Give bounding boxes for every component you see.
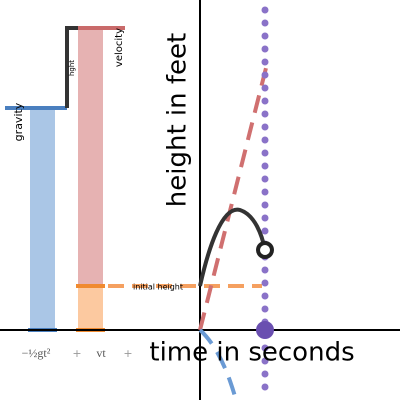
velocity-bar	[78, 28, 103, 286]
current-point[interactable]	[256, 241, 274, 259]
velocity-line	[198, 59, 270, 331]
velocity-label: velocity	[114, 28, 125, 67]
formula-term: −½gt²	[22, 346, 51, 360]
initial-height-label: initial height	[133, 283, 183, 292]
formula-term: vt	[96, 346, 106, 360]
gravity-curve	[198, 328, 238, 400]
trajectory	[198, 207, 267, 287]
formula-term: +	[72, 347, 81, 360]
gravity-bar	[30, 108, 55, 330]
time-point[interactable]	[256, 321, 274, 339]
height-bar	[78, 286, 103, 330]
gravity-label: gravity	[12, 102, 25, 141]
step-line	[65, 26, 78, 108]
y-axis-label: height in feet	[163, 33, 193, 207]
formula-term: +	[123, 347, 132, 360]
height-label: hght	[68, 60, 76, 76]
x-axis-label: time in seconds	[149, 338, 354, 368]
